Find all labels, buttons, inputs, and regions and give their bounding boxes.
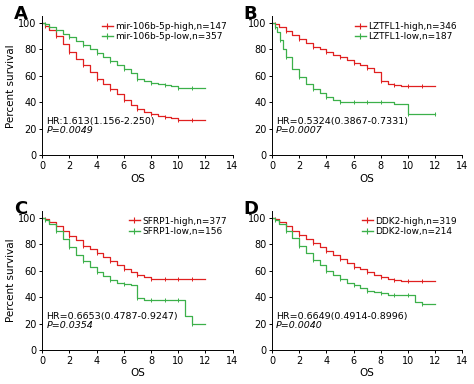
Legend: SFRP1-high,n=377, SFRP1-low,n=156: SFRP1-high,n=377, SFRP1-low,n=156 bbox=[128, 215, 228, 237]
Text: B: B bbox=[244, 5, 257, 23]
X-axis label: OS: OS bbox=[360, 174, 374, 184]
Text: P=0.0007: P=0.0007 bbox=[276, 126, 323, 136]
Y-axis label: Percent survival: Percent survival bbox=[6, 44, 16, 127]
Text: HR=0.6649(0.4914-0.8996): HR=0.6649(0.4914-0.8996) bbox=[276, 312, 408, 321]
Text: P=0.0354: P=0.0354 bbox=[46, 321, 93, 330]
X-axis label: OS: OS bbox=[130, 368, 145, 379]
Text: HR:1.613(1.156-2.250): HR:1.613(1.156-2.250) bbox=[46, 117, 155, 126]
Text: A: A bbox=[14, 5, 27, 23]
Legend: DDK2-high,n=319, DDK2-low,n=214: DDK2-high,n=319, DDK2-low,n=214 bbox=[361, 215, 458, 237]
Legend: LZTFL1-high,n=346, LZTFL1-low,n=187: LZTFL1-high,n=346, LZTFL1-low,n=187 bbox=[354, 21, 458, 42]
Text: HR=0.6653(0.4787-0.9247): HR=0.6653(0.4787-0.9247) bbox=[46, 312, 178, 321]
Text: HR=0.5324(0.3867-0.7331): HR=0.5324(0.3867-0.7331) bbox=[276, 117, 408, 126]
X-axis label: OS: OS bbox=[360, 368, 374, 379]
Y-axis label: Percent survival: Percent survival bbox=[6, 239, 16, 323]
X-axis label: OS: OS bbox=[130, 174, 145, 184]
Legend: mir-106b-5p-high,n=147, mir-106b-5p-low,n=357: mir-106b-5p-high,n=147, mir-106b-5p-low,… bbox=[101, 21, 228, 42]
Text: C: C bbox=[14, 200, 27, 218]
Text: P=0.0040: P=0.0040 bbox=[276, 321, 323, 330]
Text: P=0.0049: P=0.0049 bbox=[46, 126, 93, 136]
Text: D: D bbox=[244, 200, 258, 218]
